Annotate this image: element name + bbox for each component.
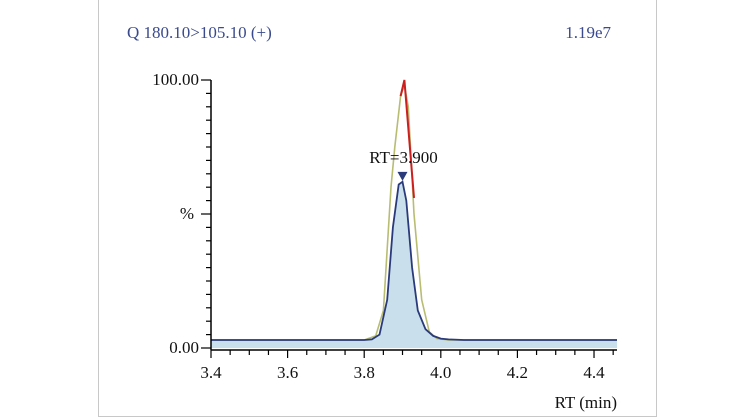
x-tick-label: 3.6 bbox=[277, 363, 298, 382]
x-tick-label: 4.4 bbox=[583, 363, 605, 382]
y-tick-label: 0.00 bbox=[169, 338, 199, 357]
plot-area: 3.4 3.6 3.8 4.0 4.2 4.4 0.00 100.00 RT=3.900 bbox=[152, 70, 617, 382]
x-tick-label: 4.2 bbox=[507, 363, 528, 382]
chromatogram-panel: Q 180.10>105.10 (+) 1.19e7 % RT (min) 3.… bbox=[98, 0, 657, 417]
chromatogram-chart: Q 180.10>105.10 (+) 1.19e7 % RT (min) 3.… bbox=[127, 23, 617, 412]
x-tick-label: 4.0 bbox=[430, 363, 451, 382]
peak-edge-line bbox=[399, 79, 415, 198]
retention-time-annotation: RT=3.900 bbox=[369, 148, 438, 167]
y-tick-label: 100.00 bbox=[152, 70, 199, 89]
trace-title: Q 180.10>105.10 (+) bbox=[127, 23, 272, 42]
peak-area-fill bbox=[211, 181, 617, 348]
x-tick-label: 3.4 bbox=[200, 363, 222, 382]
x-axis-label: RT (min) bbox=[555, 393, 617, 412]
max-intensity: 1.19e7 bbox=[565, 23, 611, 42]
peak-apex-marker bbox=[397, 171, 408, 181]
x-tick-label: 3.8 bbox=[354, 363, 375, 382]
y-axis-label: % bbox=[180, 204, 194, 223]
detected-trace-line bbox=[211, 180, 617, 341]
